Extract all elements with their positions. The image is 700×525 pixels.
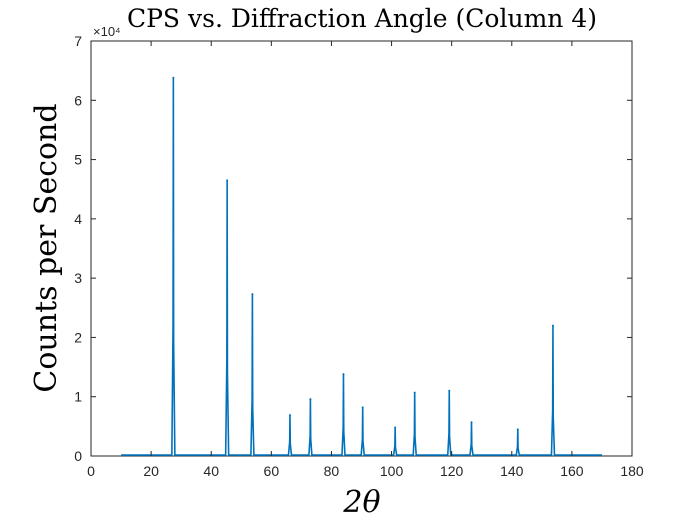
data-point-peak — [172, 76, 175, 79]
data-point-peak — [309, 398, 312, 401]
x-tick-label: 40 — [203, 463, 219, 479]
data-point-peak — [394, 426, 397, 429]
x-tick-label: 0 — [87, 463, 95, 479]
x-tick-label: 180 — [620, 463, 644, 479]
axes-box — [90, 40, 633, 457]
y-tick-label: 2 — [74, 329, 82, 345]
data-point-peak — [251, 293, 254, 296]
data-point-peak — [288, 414, 291, 417]
y-tick-label: 6 — [74, 92, 82, 108]
data-point-peak — [413, 391, 416, 394]
y-tick-label: 3 — [74, 270, 82, 286]
data-point-peak — [551, 324, 554, 327]
x-tick-label: 140 — [500, 463, 524, 479]
y-tick-label: 1 — [74, 389, 82, 405]
y-tick-label: 0 — [74, 448, 82, 464]
x-axis-label: 2θ — [342, 485, 380, 520]
x-axis-ticks: 0 20 40 60 80 100 120 140 160 180 — [87, 41, 644, 479]
x-tick-label: 160 — [560, 463, 584, 479]
y-axis-exponent-label: ×10⁴ — [93, 24, 121, 39]
y-tick-label: 5 — [74, 152, 82, 168]
x-tick-label: 60 — [264, 463, 280, 479]
x-tick-label: 80 — [324, 463, 340, 479]
data-point-peak — [361, 406, 364, 409]
data-point-peak — [470, 421, 473, 424]
data-layer — [121, 76, 602, 456]
y-axis-label: Counts per Second — [29, 103, 64, 392]
chart-title: CPS vs. Diffraction Angle (Column 4) — [127, 4, 597, 33]
y-axis-ticks: 0 1 2 3 4 5 6 7 — [74, 33, 632, 464]
plot-area — [90, 40, 633, 457]
data-point-peak — [342, 373, 345, 376]
x-tick-label: 100 — [380, 463, 404, 479]
x-tick-label: 20 — [143, 463, 159, 479]
data-point-peak — [226, 179, 229, 182]
y-tick-label: 4 — [74, 211, 82, 227]
data-point-peak — [516, 428, 519, 431]
data-point-peak — [448, 389, 451, 392]
y-tick-label: 7 — [74, 33, 82, 49]
x-tick-label: 120 — [440, 463, 464, 479]
